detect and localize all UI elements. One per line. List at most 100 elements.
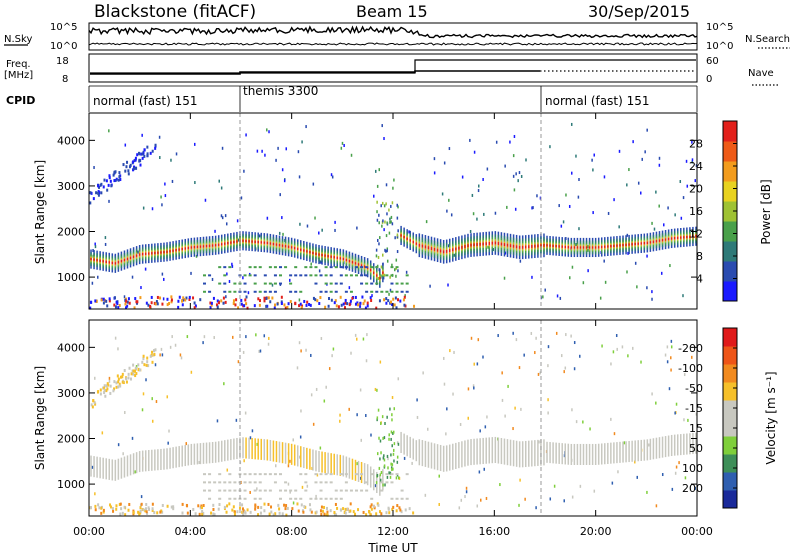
beam-label: Beam 15 <box>356 2 428 21</box>
nsearch-label: N.Search <box>745 34 790 45</box>
power-band-cell <box>418 243 421 247</box>
velocity-band-cell <box>230 439 232 461</box>
velocity-band-cell <box>552 442 554 464</box>
echo-scatter-pixel <box>225 295 227 299</box>
echo-scatter-pixel <box>626 233 629 237</box>
upper-arc-pixel <box>149 354 152 358</box>
themis-stripe-pixel <box>273 473 277 476</box>
echo-scatter-pixel <box>94 245 97 249</box>
echo-scatter-pixel <box>310 262 312 266</box>
themis-stripe-pixel <box>289 274 293 277</box>
echo-scatter-pixel <box>607 211 610 215</box>
upper-arc-pixel <box>127 372 130 376</box>
echo-scatter-pixel <box>108 199 110 203</box>
power-scatter <box>89 122 698 310</box>
near-range-pixel <box>356 301 359 305</box>
spike-pixel <box>375 248 378 252</box>
echo-scatter-pixel <box>668 387 671 391</box>
velocity-band-cell <box>205 442 208 464</box>
echo-scatter-pixel <box>592 168 594 172</box>
power-band-cell <box>619 244 621 247</box>
themis-stripe-pixel <box>344 274 348 277</box>
echo-scatter-pixel <box>509 140 511 144</box>
echo-scatter-pixel <box>682 196 685 200</box>
power-band-cell <box>263 241 266 244</box>
upper-arc-pixel <box>125 165 128 169</box>
echo-scatter-pixel <box>339 413 341 417</box>
echo-scatter-pixel <box>472 384 475 388</box>
near-range-pixel <box>327 304 330 308</box>
near-range-pixel <box>362 510 365 514</box>
velocity-band-cell <box>148 450 150 472</box>
upper-arc-pixel <box>147 364 150 368</box>
near-range-pixel <box>224 300 227 304</box>
power-band-cell <box>363 265 366 268</box>
echo-scatter-pixel <box>298 455 301 459</box>
near-range-pixel <box>336 506 339 510</box>
colorbar-swatch <box>723 400 737 419</box>
power-band-cell <box>360 264 363 267</box>
echo-scatter-pixel <box>549 497 552 501</box>
echo-scatter-pixel <box>445 432 447 436</box>
near-range-pixel <box>217 301 220 305</box>
colorbar-tick-label: 100 <box>682 462 703 475</box>
echo-scatter-pixel <box>603 259 605 263</box>
velocity-band-cell <box>637 440 639 462</box>
echo-scatter-pixel <box>140 495 143 499</box>
themis-stripe-pixel <box>355 489 358 492</box>
velocity-band-cell <box>287 443 290 465</box>
echo-scatter-pixel <box>359 388 362 392</box>
spike-pixel <box>376 218 379 222</box>
power-band-cell <box>470 243 472 247</box>
echo-scatter-pixel <box>117 347 119 351</box>
spike-pixel <box>392 431 394 435</box>
near-range-pixel <box>172 507 175 511</box>
echo-scatter-pixel <box>161 203 163 207</box>
power-band-cell <box>154 251 156 255</box>
velocity-band-cell <box>616 442 618 464</box>
echo-scatter-pixel <box>571 408 573 412</box>
upper-arc-pixel <box>94 402 97 406</box>
power-band-cell <box>117 261 120 264</box>
near-range-pixel <box>186 504 189 508</box>
echo-scatter-pixel <box>575 420 578 424</box>
near-range-pixel <box>394 296 397 300</box>
spike-pixel <box>376 418 378 422</box>
near-range-pixel <box>299 302 302 306</box>
upper-arc-pixel <box>105 389 108 393</box>
near-range-pixel <box>366 301 369 305</box>
power-band-cell <box>512 244 515 248</box>
echo-scatter-pixel <box>298 298 301 302</box>
x-tick-label: 16:00 <box>478 525 510 538</box>
echo-scatter-pixel <box>517 179 519 183</box>
near-range-pixel <box>222 296 225 300</box>
echo-scatter-pixel <box>632 346 634 350</box>
near-range-pixel <box>115 504 118 508</box>
echo-scatter-pixel <box>164 182 166 186</box>
echo-scatter-pixel <box>271 283 274 287</box>
colorbar-swatch <box>723 281 737 302</box>
themis-stripe-pixel <box>329 282 333 285</box>
near-range-pixel <box>202 511 205 515</box>
echo-scatter-pixel <box>604 280 607 284</box>
spike-pixel <box>392 430 395 434</box>
themis-stripe-pixel <box>334 497 338 500</box>
themis-stripe-pixel <box>390 473 394 476</box>
near-range-pixel <box>140 502 143 506</box>
near-range-pixel <box>340 303 343 307</box>
themis-stripe-pixel <box>294 274 298 277</box>
themis-stripe-pixel <box>223 266 227 269</box>
echo-scatter-pixel <box>154 363 157 367</box>
spike-pixel <box>388 208 390 212</box>
echo-scatter-pixel <box>318 231 320 235</box>
power-band-cell <box>555 244 557 248</box>
near-range-pixel <box>306 300 309 304</box>
velocity-panel-frame <box>88 319 698 517</box>
spike-pixel <box>393 407 396 411</box>
echo-scatter-pixel <box>228 279 231 283</box>
echo-scatter-pixel <box>174 343 177 347</box>
echo-scatter-pixel <box>486 167 489 171</box>
power-band-cell <box>382 271 384 274</box>
echo-scatter-pixel <box>299 435 302 439</box>
